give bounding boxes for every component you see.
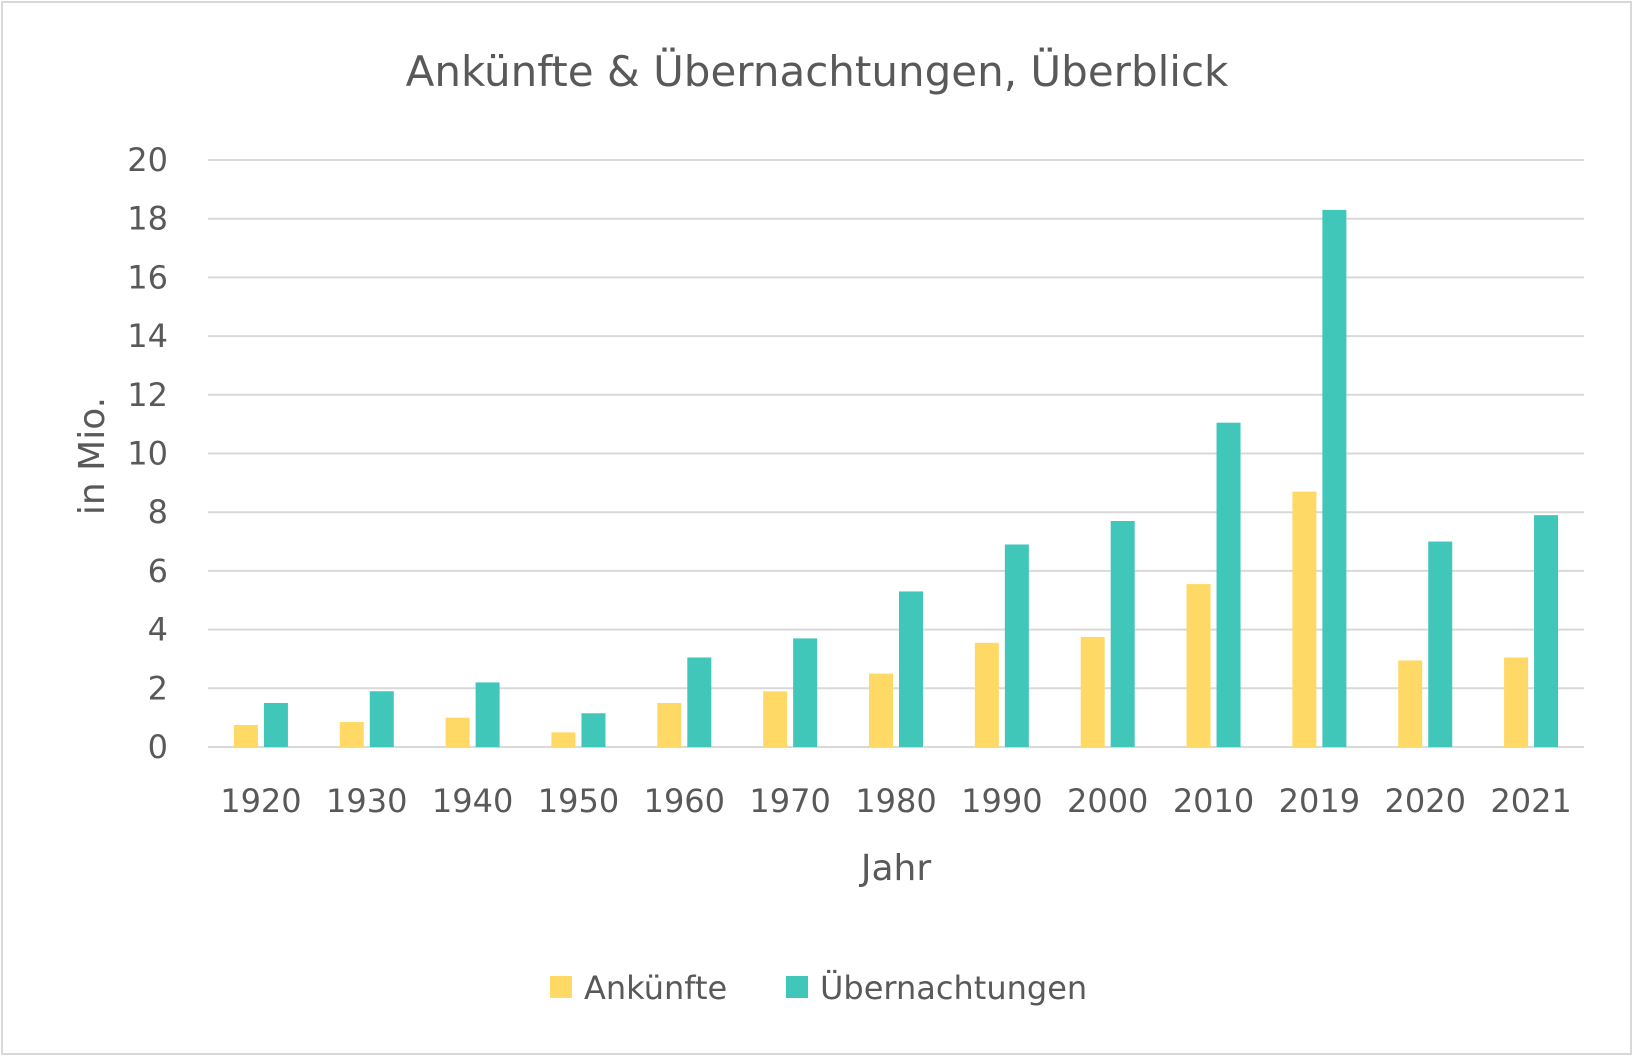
y-axis-title: in Mio. — [72, 397, 113, 515]
y-tick-label: 2 — [148, 669, 168, 707]
bar-ankuenfte-1920 — [233, 724, 258, 747]
bar-uebernachtungen-2020 — [1428, 541, 1453, 747]
bar-ankuenfte-2020 — [1398, 660, 1423, 747]
y-tick-label: 10 — [127, 435, 168, 473]
gridlines — [208, 159, 1584, 748]
y-tick-label: 18 — [127, 200, 168, 238]
y-tick-label: 4 — [148, 611, 168, 649]
bars — [233, 209, 1559, 747]
x-tick-label: 2020 — [1385, 782, 1466, 820]
x-tick-label: 1960 — [644, 782, 725, 820]
y-tick-label: 14 — [127, 317, 168, 355]
y-tick-label: 6 — [148, 552, 168, 590]
bar-uebernachtungen-1920 — [263, 702, 288, 747]
bar-ankuenfte-1940 — [445, 717, 470, 747]
bar-ankuenfte-1980 — [869, 673, 893, 747]
bar-uebernachtungen-1990 — [1004, 544, 1029, 747]
x-tick-label: 1950 — [538, 782, 619, 820]
x-tick-label: 1970 — [749, 782, 830, 820]
bar-ankuenfte-1950 — [551, 732, 576, 747]
x-tick-label: 1920 — [220, 782, 301, 820]
bar-uebernachtungen-2019 — [1322, 209, 1347, 747]
y-axis-ticks: 0 2 4 6 8 10 12 14 16 18 20 — [127, 141, 168, 766]
legend: Ankünfte Übernachtungen — [550, 969, 1087, 1007]
chart-title: Ankünfte & Übernachtungen, Überblick — [406, 46, 1229, 96]
x-tick-label: 1980 — [855, 782, 936, 820]
bar-ankuenfte-1960 — [657, 702, 682, 747]
bar-ankuenfte-2000 — [1080, 636, 1105, 747]
x-tick-label: 1990 — [961, 782, 1042, 820]
legend-label: Übernachtungen — [820, 969, 1087, 1007]
x-axis-ticks: 1920 1930 1940 1950 1960 1970 1980 1990 2000 2010… — [220, 782, 1572, 820]
x-tick-label: 2010 — [1173, 782, 1254, 820]
x-tick-label: 1940 — [432, 782, 513, 820]
y-tick-label: 0 — [148, 728, 168, 766]
y-tick-label: 16 — [127, 258, 168, 296]
bar-uebernachtungen-2010 — [1216, 422, 1241, 747]
y-tick-label: 8 — [148, 493, 168, 531]
bar-ankuenfte-2010 — [1186, 584, 1211, 747]
bar-uebernachtungen-1930 — [369, 691, 394, 747]
x-tick-label: 2021 — [1490, 782, 1571, 820]
x-tick-label: 1930 — [326, 782, 407, 820]
y-tick-label: 20 — [127, 141, 168, 179]
legend-swatch — [786, 976, 808, 998]
legend-label: Ankünfte — [584, 969, 727, 1007]
legend-swatch — [550, 976, 572, 998]
bar-ankuenfte-1970 — [763, 691, 788, 747]
bar-ankuenfte-1990 — [974, 642, 999, 747]
bar-uebernachtungen-1970 — [793, 638, 818, 747]
bar-uebernachtungen-1960 — [687, 657, 712, 747]
bar-ankuenfte-2019 — [1292, 491, 1317, 747]
x-tick-label: 2000 — [1067, 782, 1148, 820]
bar-uebernachtungen-2000 — [1110, 521, 1135, 747]
bar-uebernachtungen-1940 — [475, 682, 500, 747]
x-axis-title: Jahr — [859, 848, 931, 889]
y-tick-label: 12 — [127, 376, 168, 414]
bar-ankuenfte-1930 — [339, 722, 364, 747]
x-tick-label: 2019 — [1279, 782, 1360, 820]
bar-ankuenfte-2021 — [1504, 657, 1529, 747]
bar-uebernachtungen-1980 — [899, 591, 923, 747]
bar-uebernachtungen-1950 — [581, 713, 606, 747]
bar-uebernachtungen-2021 — [1534, 515, 1559, 747]
